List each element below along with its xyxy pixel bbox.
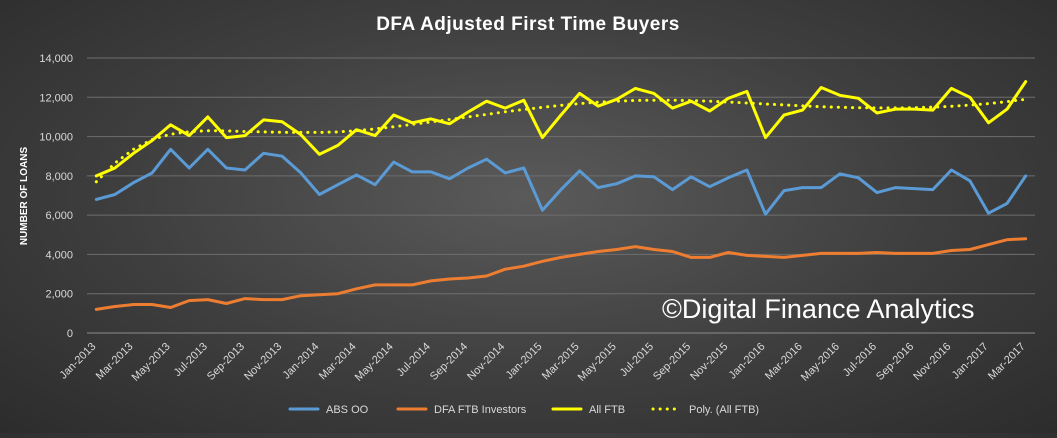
y-axis-title: NUMBER OF LOANS: [19, 147, 30, 246]
y-tick-label: 12,000: [39, 92, 73, 104]
y-tick-label: 10,000: [39, 132, 73, 144]
x-tick-label: Nov-2014: [465, 341, 507, 383]
x-tick-label: Nov-2016: [911, 341, 953, 383]
legend-label: Poly. (All FTB): [689, 404, 759, 416]
x-tick-label: Sep-2013: [205, 341, 247, 383]
x-tick-label: Sep-2015: [651, 341, 693, 383]
x-tick-label: Jan-2015: [504, 341, 545, 382]
y-tick-label: 2,000: [45, 289, 73, 301]
x-tick-label: Jul-2013: [172, 341, 210, 379]
y-tick-label: 6,000: [45, 210, 73, 222]
x-tick-label: Nov-2015: [688, 341, 730, 383]
x-tick-label: Jan-2013: [57, 341, 98, 382]
legend-label: All FTB: [589, 404, 625, 416]
series-lines: [94, 80, 1028, 311]
legend: ABS OO DFA FTB Investors All FTB Poly. (All…: [288, 404, 759, 416]
y-tick-label: 0: [67, 328, 73, 340]
y-axis-ticks: 0 2,000 4,000 6,000 8,000 10,000 12,000 14,000: [39, 53, 73, 340]
series-line-abs-oo: [94, 147, 1028, 216]
chart-title: DFA Adjusted First Time Buyers: [376, 14, 680, 35]
series-line-poly-all-ftb: [94, 97, 1028, 184]
legend-label: DFA FTB Investors: [434, 404, 527, 416]
series-line-dfa-ftb-investors: [94, 237, 1028, 311]
x-tick-label: May-2015: [576, 341, 619, 384]
x-tick-label: May-2016: [799, 341, 842, 384]
watermark-text: ©Digital Finance Analytics: [662, 294, 975, 324]
series-line-all-ftb: [94, 80, 1028, 178]
x-tick-label: Jan-2014: [281, 341, 322, 382]
y-tick-label: 4,000: [45, 249, 73, 261]
gridlines: [87, 57, 1035, 334]
x-tick-label: Jan-2017: [950, 341, 991, 382]
x-tick-label: Sep-2016: [874, 341, 916, 383]
x-tick-label: May-2013: [130, 341, 173, 384]
x-tick-label: Jul-2014: [395, 341, 433, 379]
x-tick-label: Jan-2016: [727, 341, 768, 382]
x-tick-label: Jul-2016: [841, 341, 879, 379]
y-tick-label: 14,000: [39, 53, 73, 65]
x-tick-label: Jul-2015: [618, 341, 656, 379]
x-tick-label: Mar-2017: [986, 341, 1028, 383]
x-axis-ticks: Jan-2013Mar-2013May-2013Jul-2013Sep-2013…: [57, 341, 1027, 384]
x-tick-label: Nov-2013: [242, 341, 284, 383]
x-tick-label: May-2014: [353, 341, 396, 384]
legend-label: ABS OO: [326, 404, 369, 416]
y-tick-label: 8,000: [45, 171, 73, 183]
x-tick-label: Sep-2014: [428, 341, 470, 383]
